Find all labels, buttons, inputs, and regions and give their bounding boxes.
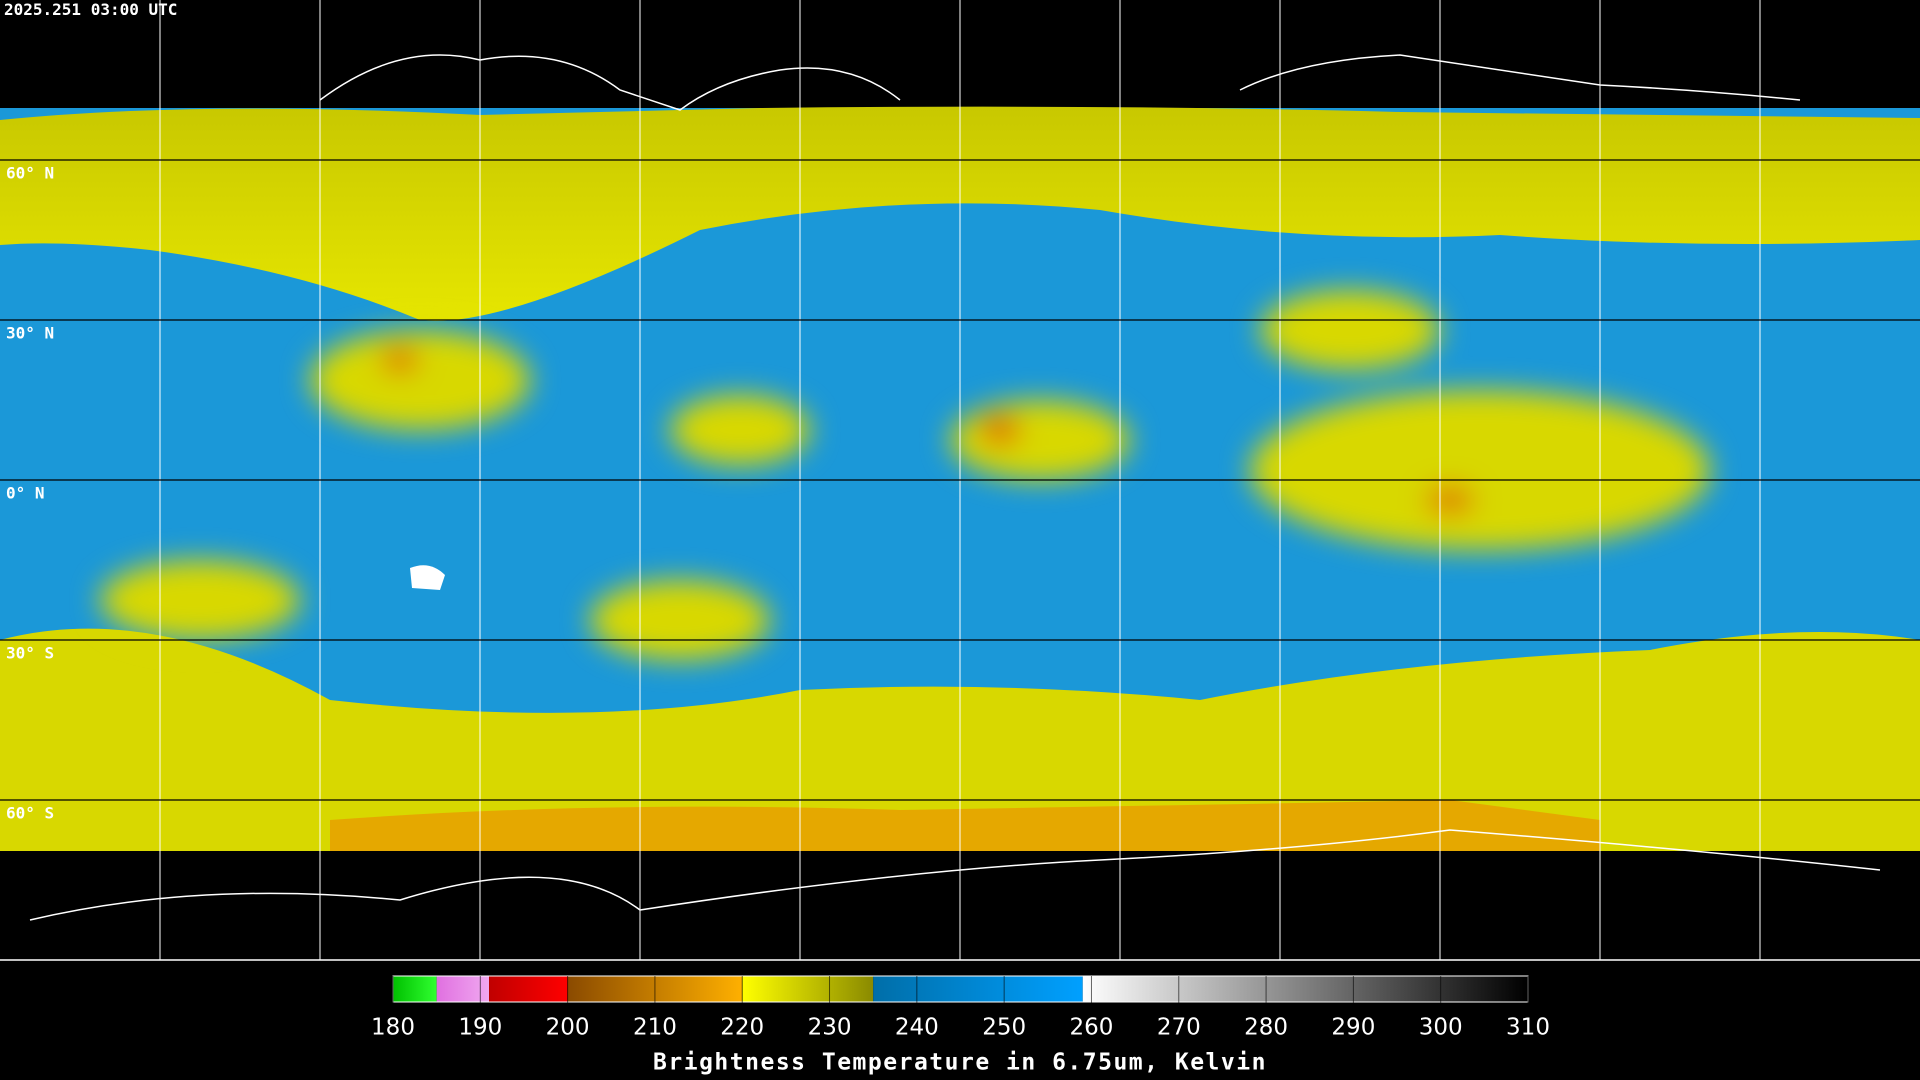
colorbar-segment [742,976,874,1002]
colorbar-tick-label: 250 [982,1015,1026,1041]
colorbar-segment [873,976,1083,1002]
colorbar-tick-label: 190 [458,1015,502,1041]
colorbar-segment [393,976,437,1002]
colorbar-tick-label: 280 [1244,1015,1288,1041]
no-data-patch [410,565,445,590]
colorbar-tick-label: 220 [720,1015,764,1041]
polar-coastlines [29,54,1881,921]
cold-region-south [330,800,1600,851]
colorbar-title: Brightness Temperature in 6.75um, Kelvin [653,1050,1267,1076]
latitude-label: 30° S [6,644,54,663]
latitude-label: 0° N [6,484,45,503]
colorbar-tick-label: 210 [633,1015,677,1041]
latitude-label: 60° N [6,164,54,183]
colorbar-tick-label: 300 [1419,1015,1463,1041]
colorbar-tick-label: 290 [1331,1015,1375,1041]
graticule: 60° N 30° N 0° N 30° S 60° S [0,0,1920,961]
colorbar-tick-label: 240 [895,1015,939,1041]
latitude-label: 30° N [6,324,54,343]
latitude-label: 60° S [6,804,54,823]
colorbar-tick-label: 180 [371,1015,415,1041]
timestamp: 2025.251 03:00 UTC [4,0,177,19]
colorbar: 180 190 200 210 220 230 240 250 260 270 280 290 300 3… [371,975,1550,1041]
colorbar-segment [489,976,568,1002]
colorbar-tick-label: 230 [808,1015,852,1041]
colorbar-segment [436,976,490,1002]
colorbar-tick-label: 270 [1157,1015,1201,1041]
colorbar-tick-label: 260 [1070,1015,1114,1041]
colorbar-segment [1082,976,1528,1002]
colorbar-tick-label: 200 [546,1015,590,1041]
convection [100,290,1710,660]
colorbar-tick-label: 310 [1506,1015,1550,1041]
